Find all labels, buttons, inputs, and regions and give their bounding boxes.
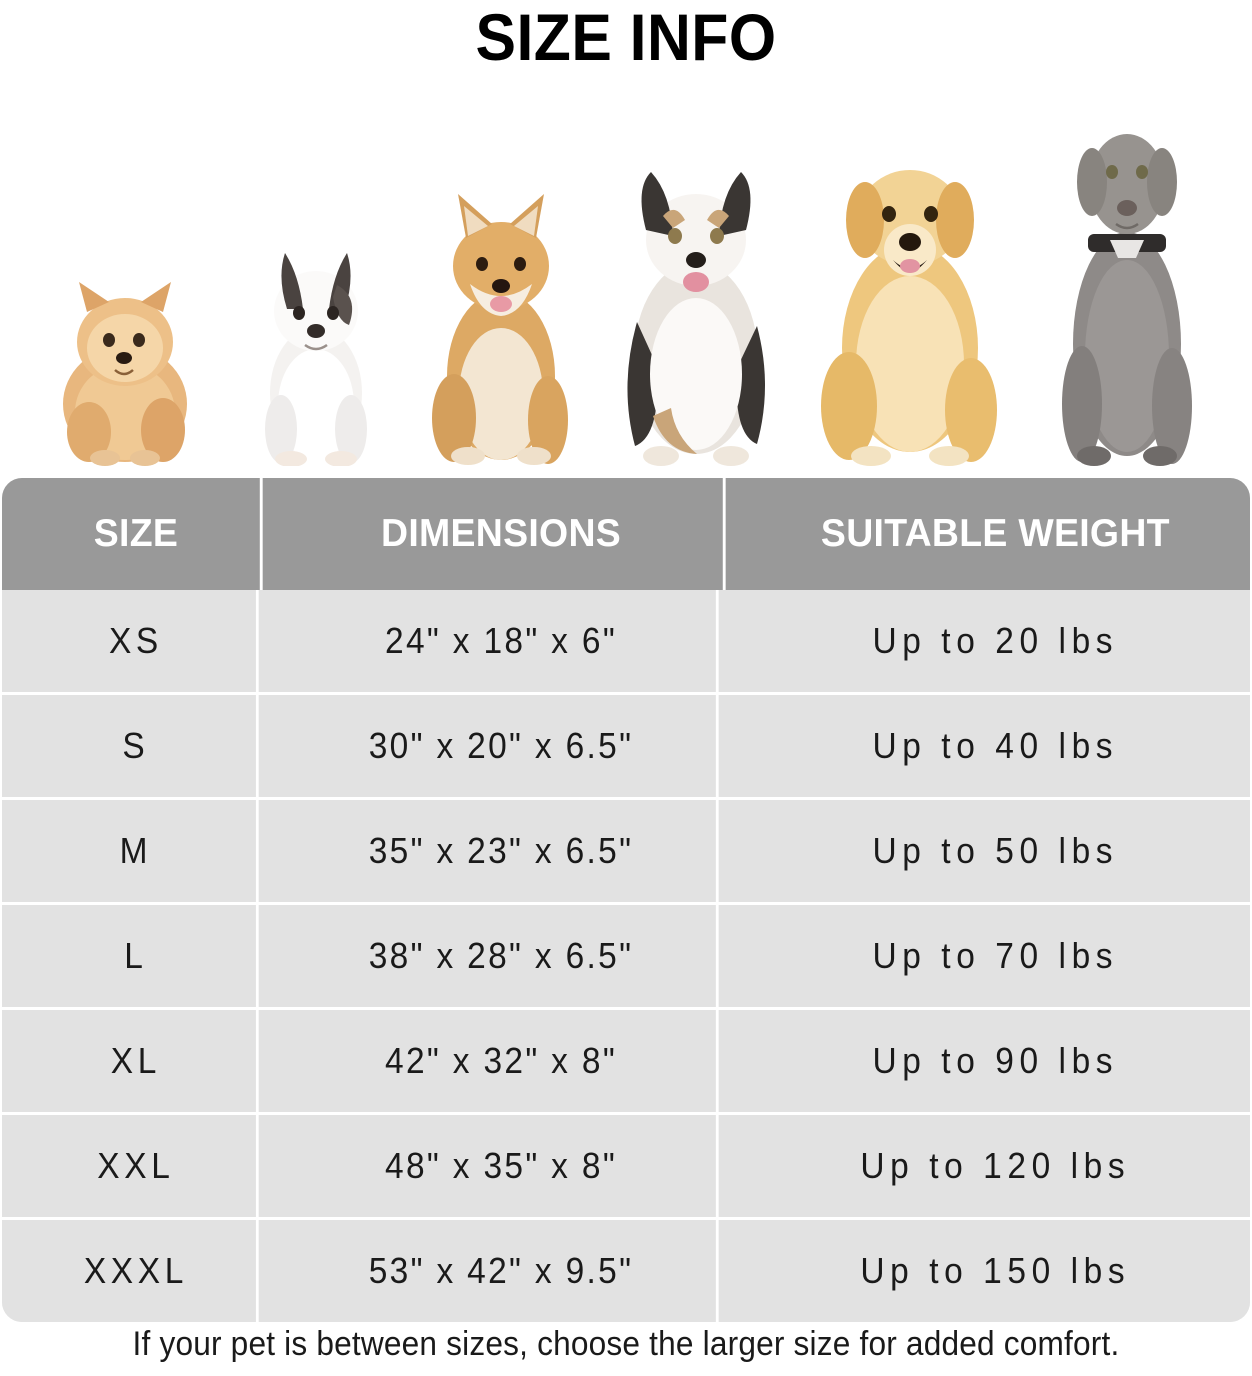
table-row: XS 24" x 18" x 6" Up to 20 lbs <box>2 590 1250 695</box>
page-title: SIZE INFO <box>475 0 777 74</box>
table-header-row: SIZE DIMENSIONS SUITABLE WEIGHT <box>2 478 1250 590</box>
cell-weight: Up to 90 lbs <box>872 1040 1119 1081</box>
column-header-dimensions: DIMENSIONS <box>277 478 726 590</box>
dog-image-pomeranian <box>40 254 210 466</box>
cell-size: L <box>11 905 259 1007</box>
dog-image-australian-shepherd <box>596 136 796 466</box>
column-header-size: SIZE <box>7 478 263 590</box>
cell-dimensions: 53" x 42" x 9.5" <box>284 1220 719 1322</box>
table-row: S 30" x 20" x 6.5" Up to 40 lbs <box>2 695 1250 800</box>
cell-dimensions: 30" x 20" x 6.5" <box>284 695 719 797</box>
table-row: M 35" x 23" x 6.5" Up to 50 lbs <box>2 800 1250 905</box>
table-row: XXL 48" x 35" x 8" Up to 120 lbs <box>2 1115 1250 1220</box>
table-row: XL 42" x 32" x 8" Up to 90 lbs <box>2 1010 1250 1115</box>
cell-dimensions: 24" x 18" x 6" <box>284 590 719 692</box>
dog-image-weimaraner <box>1032 88 1222 466</box>
cell-weight: Up to 20 lbs <box>872 620 1119 661</box>
golden-retriever-illustration <box>821 170 997 466</box>
dog-image-shiba-inu <box>408 166 593 466</box>
australian-shepherd-illustration <box>627 172 765 466</box>
french-bulldog-illustration <box>265 253 367 466</box>
dog-image-golden-retriever <box>800 110 1020 466</box>
cell-weight: Up to 120 lbs <box>860 1145 1131 1186</box>
table-row: L 38" x 28" x 6.5" Up to 70 lbs <box>2 905 1250 1010</box>
cell-weight: Up to 40 lbs <box>872 725 1119 766</box>
column-header-suitable-weight: SUITABLE WEIGHT <box>820 512 1170 555</box>
cell-weight: Up to 70 lbs <box>872 935 1119 976</box>
cell-dimensions: 48" x 35" x 8" <box>284 1115 719 1217</box>
size-chart-table: SIZE DIMENSIONS SUITABLE WEIGHT XS 24" x… <box>2 478 1250 1322</box>
cell-dimensions: 42" x 32" x 8" <box>284 1010 719 1112</box>
cell-size: XS <box>11 590 259 692</box>
footer-note: If your pet is between sizes, choose the… <box>132 1325 1120 1363</box>
cell-size: XL <box>11 1010 259 1112</box>
cell-size: S <box>11 695 259 797</box>
pomeranian-illustration <box>62 282 187 466</box>
cell-dimensions: 38" x 28" x 6.5" <box>284 905 719 1007</box>
cell-size: XXL <box>11 1115 259 1217</box>
dog-size-comparison-strip <box>0 86 1252 466</box>
shiba-inu-illustration <box>431 194 568 465</box>
cell-size: M <box>11 800 259 902</box>
table-row: XXXL 53" x 42" x 9.5" Up to 150 lbs <box>2 1220 1250 1322</box>
cell-weight: Up to 150 lbs <box>860 1250 1131 1291</box>
weimaraner-illustration <box>1062 134 1192 466</box>
cell-dimensions: 35" x 23" x 6.5" <box>284 800 719 902</box>
cell-weight: Up to 50 lbs <box>872 830 1119 871</box>
cell-size: XXXL <box>11 1220 259 1322</box>
dog-image-french-bulldog <box>236 213 396 466</box>
